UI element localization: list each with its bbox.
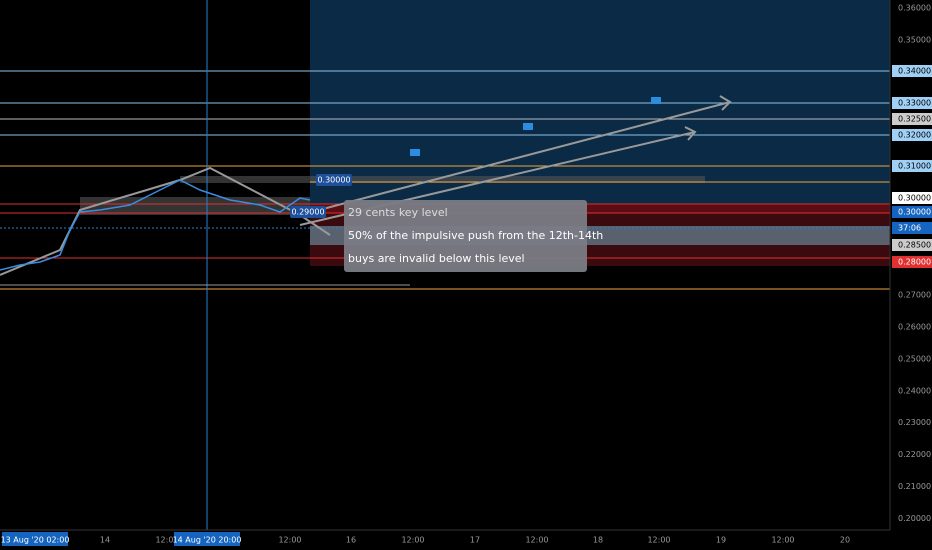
tooltip-line: 50% of the impulsive push from the 12th-… <box>348 229 603 242</box>
time-badge <box>174 532 240 546</box>
time-label: 12:00 <box>401 536 424 545</box>
price-badge <box>892 256 932 268</box>
price-badge-label: 0.28500 <box>898 241 931 250</box>
price-badge <box>892 222 932 234</box>
price-label: 0.35000 <box>898 35 931 44</box>
time-label: 20 <box>840 536 850 545</box>
time-label: 14 <box>100 536 110 545</box>
price-line <box>0 179 311 271</box>
flags <box>410 97 661 156</box>
price-label: 0.21000 <box>898 482 931 491</box>
time-label: 12:00 <box>771 536 794 545</box>
tooltip-line: buys are invalid below this level <box>348 252 525 265</box>
price-badge-label: 0.32000 <box>898 131 931 140</box>
time-badge <box>2 532 68 546</box>
price-badge <box>892 239 932 251</box>
price-label: 0.22000 <box>898 450 931 459</box>
time-label: 18 <box>593 536 603 545</box>
price-badge <box>892 97 932 109</box>
time-badge-label: 14 Aug '20 20:00 <box>173 536 242 545</box>
time-label: 16 <box>346 536 356 545</box>
price-badge <box>892 65 932 77</box>
chart-badge <box>290 206 326 218</box>
price-badge-label: 0.30000 <box>898 194 931 203</box>
price-badge <box>892 192 932 204</box>
price-badge-label: 0.34000 <box>898 67 931 76</box>
time-label: 12:00 <box>155 536 178 545</box>
range-box <box>180 176 705 183</box>
price-badge <box>892 160 932 172</box>
time-label: 12:00 <box>278 536 301 545</box>
time-label: 17 <box>470 536 480 545</box>
price-label: 0.26000 <box>898 323 931 332</box>
tooltip <box>344 200 587 272</box>
tooltip-line: 29 cents key level <box>348 206 448 219</box>
price-badge <box>892 113 932 125</box>
price-badge-label: 0.33000 <box>898 99 931 108</box>
price-badge-label: 0.32500 <box>898 115 931 124</box>
price-label: 0.36000 <box>898 4 931 13</box>
red-zone <box>310 204 890 213</box>
time-label: 19 <box>716 536 726 545</box>
price-badge <box>892 129 932 141</box>
time-label: 12:00 <box>525 536 548 545</box>
price-badge <box>892 206 932 218</box>
price-axis <box>890 0 932 550</box>
price-badge-label: 0.31000 <box>898 162 931 171</box>
chart-badge <box>316 174 352 186</box>
price-label: 0.27000 <box>898 291 931 300</box>
price-badge-label: 0.30000 <box>898 208 931 217</box>
time-label: 12:00 <box>647 536 670 545</box>
price-label: 0.20000 <box>898 514 931 523</box>
chart-badge-label: 0.30000 <box>317 176 350 185</box>
price-label: 0.24000 <box>898 386 931 395</box>
price-badge-label: 37:06 <box>898 224 921 233</box>
chart-badge-label: 0.29000 <box>291 208 324 217</box>
price-label: 0.23000 <box>898 418 931 427</box>
price-label: 0.25000 <box>898 354 931 363</box>
time-badge-label: 13 Aug '20 02:00 <box>1 536 70 545</box>
price-badge-label: 0.28000 <box>898 258 931 267</box>
